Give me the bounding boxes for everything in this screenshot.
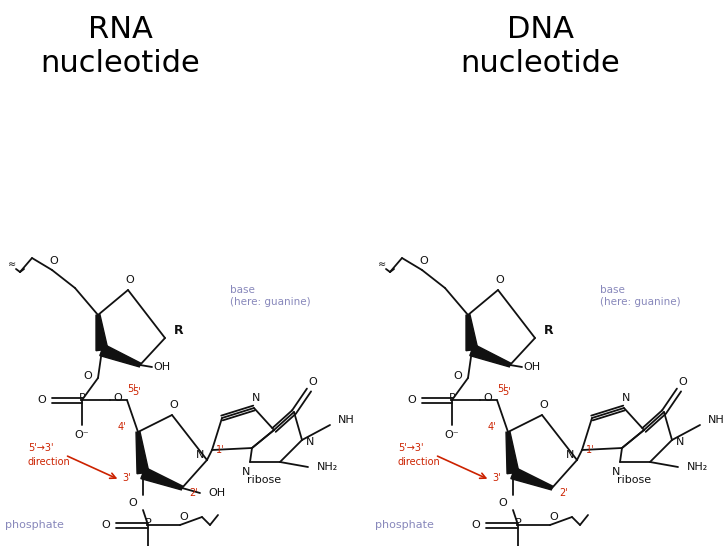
Text: O: O (129, 498, 138, 508)
Text: O: O (180, 512, 189, 522)
Text: DNA
nucleotide: DNA nucleotide (460, 15, 620, 78)
Text: O: O (472, 520, 480, 530)
Text: NH₂: NH₂ (317, 462, 339, 472)
Text: 4': 4' (488, 422, 496, 432)
Text: O: O (678, 377, 687, 387)
Text: direction: direction (398, 457, 440, 467)
Text: base
(here: guanine): base (here: guanine) (230, 285, 311, 307)
Text: P: P (515, 518, 521, 528)
Text: P: P (145, 518, 151, 528)
Text: O: O (102, 520, 111, 530)
Text: O: O (126, 275, 135, 285)
Text: N: N (242, 467, 250, 477)
Text: O: O (170, 400, 178, 410)
Text: 5'→3': 5'→3' (398, 443, 424, 453)
Text: OH: OH (523, 362, 541, 372)
Text: O: O (419, 256, 428, 266)
Polygon shape (96, 315, 108, 351)
Text: 1': 1' (586, 445, 594, 455)
Text: O: O (496, 275, 505, 285)
Text: ≈: ≈ (8, 259, 16, 269)
Text: O: O (408, 395, 416, 405)
Text: O: O (114, 393, 122, 403)
Polygon shape (511, 467, 553, 490)
Polygon shape (466, 315, 478, 351)
Polygon shape (506, 432, 519, 474)
Text: R: R (545, 323, 554, 336)
Polygon shape (136, 432, 149, 474)
Text: ≈: ≈ (378, 259, 386, 269)
Text: P: P (448, 393, 456, 403)
Text: NH₂: NH₂ (687, 462, 708, 472)
Text: N: N (566, 450, 574, 460)
Text: 4': 4' (118, 422, 127, 432)
Text: 5'→3': 5'→3' (28, 443, 53, 453)
Text: O: O (499, 498, 507, 508)
Text: 3': 3' (123, 473, 131, 483)
Text: NH: NH (708, 415, 724, 425)
Text: O: O (50, 256, 58, 266)
Text: phosphate: phosphate (5, 520, 64, 530)
Text: NH: NH (338, 415, 355, 425)
Text: 5': 5' (498, 384, 507, 394)
Text: O: O (84, 371, 92, 381)
Text: 2': 2' (560, 488, 569, 498)
Text: 5': 5' (127, 384, 136, 394)
Text: O: O (309, 377, 317, 387)
Text: OH: OH (208, 488, 226, 498)
Text: O: O (483, 393, 492, 403)
Text: N: N (252, 393, 260, 403)
Text: P: P (79, 393, 85, 403)
Text: O: O (38, 395, 47, 405)
Text: 3': 3' (493, 473, 502, 483)
Text: ribose: ribose (617, 475, 651, 485)
Text: R: R (174, 323, 183, 336)
Text: O: O (539, 400, 548, 410)
Text: O⁻: O⁻ (445, 430, 459, 440)
Text: O: O (550, 512, 558, 522)
Text: OH: OH (154, 362, 170, 372)
Text: ribose: ribose (247, 475, 281, 485)
Text: 5': 5' (502, 387, 511, 397)
Text: N: N (196, 450, 204, 460)
Text: 5': 5' (132, 387, 141, 397)
Polygon shape (100, 345, 141, 367)
Text: N: N (676, 437, 684, 447)
Text: 1': 1' (215, 445, 224, 455)
Text: N: N (306, 437, 314, 447)
Text: O⁻: O⁻ (75, 430, 90, 440)
Text: N: N (612, 467, 620, 477)
Polygon shape (470, 345, 511, 367)
Text: direction: direction (28, 457, 71, 467)
Text: RNA
nucleotide: RNA nucleotide (40, 15, 200, 78)
Text: O: O (454, 371, 462, 381)
Text: 2': 2' (189, 488, 198, 498)
Polygon shape (141, 467, 183, 490)
Text: base
(here: guanine): base (here: guanine) (600, 285, 681, 307)
Text: phosphate: phosphate (375, 520, 434, 530)
Text: N: N (622, 393, 630, 403)
